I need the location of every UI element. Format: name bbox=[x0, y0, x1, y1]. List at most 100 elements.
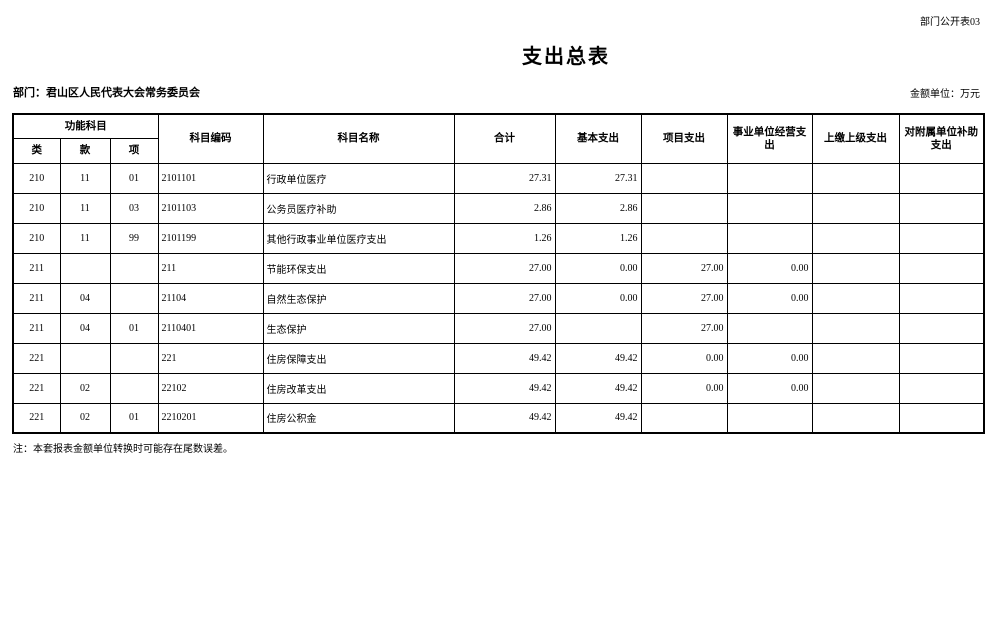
cell-upper-level bbox=[811, 222, 900, 254]
cell-operating: 0.00 bbox=[726, 252, 813, 284]
cell-section: 04 bbox=[59, 282, 111, 314]
cell-basic: 49.42 bbox=[554, 402, 642, 434]
cell-subject-name: 住房改革支出 bbox=[262, 372, 455, 404]
department-label: 部门：君山区人民代表大会常务委员会 bbox=[13, 87, 200, 99]
table-row: 221 02 01 2210201 住房公积金 49.42 49.42 bbox=[12, 402, 985, 434]
cell-subsidy bbox=[898, 342, 985, 374]
cell-project bbox=[640, 222, 728, 254]
cell-basic: 0.00 bbox=[554, 252, 642, 284]
cell-item: 01 bbox=[109, 162, 159, 194]
table-row: 211 04 01 2110401 生态保护 27.00 27.00 bbox=[12, 312, 985, 344]
cell-total: 27.00 bbox=[453, 252, 556, 284]
cell-operating bbox=[726, 192, 813, 224]
table-body: 210 11 01 2101101 行政单位医疗 27.31 27.31 210 11 03 210… bbox=[12, 162, 985, 434]
header-upper-level-expenditure: 上缴上级支出 bbox=[811, 113, 900, 164]
cell-subsidy bbox=[898, 372, 985, 404]
cell-operating bbox=[726, 402, 813, 434]
cell-section: 11 bbox=[59, 222, 111, 254]
cell-item: 01 bbox=[109, 312, 159, 344]
cell-subsidy bbox=[898, 162, 985, 194]
cell-subject-name: 节能环保支出 bbox=[262, 252, 455, 284]
cell-subject-name: 住房公积金 bbox=[262, 402, 455, 434]
cell-subject-code: 2101103 bbox=[157, 192, 264, 224]
cell-section: 11 bbox=[59, 192, 111, 224]
cell-basic: 49.42 bbox=[554, 342, 642, 374]
cell-subject-code: 2110401 bbox=[157, 312, 264, 344]
header-class: 类 bbox=[12, 137, 61, 164]
cell-upper-level bbox=[811, 282, 900, 314]
cell-project: 27.00 bbox=[640, 282, 728, 314]
cell-subsidy bbox=[898, 192, 985, 224]
cell-item: 01 bbox=[109, 402, 159, 434]
header-functional-subject-group: 功能科目 bbox=[12, 113, 159, 139]
cell-basic: 2.86 bbox=[554, 192, 642, 224]
cell-class: 211 bbox=[12, 252, 61, 284]
cell-total: 27.00 bbox=[453, 312, 556, 344]
cell-subsidy bbox=[898, 252, 985, 284]
cell-project: 0.00 bbox=[640, 372, 728, 404]
cell-subject-code: 21104 bbox=[157, 282, 264, 314]
cell-upper-level bbox=[811, 312, 900, 344]
table-row: 211 04 21104 自然生态保护 27.00 0.00 27.00 0.00 bbox=[12, 282, 985, 314]
unit-label: 金额单位：万元 bbox=[910, 89, 980, 100]
cell-operating: 0.00 bbox=[726, 282, 813, 314]
cell-total: 1.26 bbox=[453, 222, 556, 254]
cell-subject-name: 住房保障支出 bbox=[262, 342, 455, 374]
cell-upper-level bbox=[811, 372, 900, 404]
cell-subsidy bbox=[898, 402, 985, 434]
cell-class: 211 bbox=[12, 282, 61, 314]
cell-upper-level bbox=[811, 192, 900, 224]
cell-basic: 49.42 bbox=[554, 372, 642, 404]
table-row: 210 11 99 2101199 其他行政事业单位医疗支出 1.26 1.26 bbox=[12, 222, 985, 254]
cell-section: 11 bbox=[59, 162, 111, 194]
header-subject-name: 科目名称 bbox=[262, 113, 455, 164]
cell-class: 221 bbox=[12, 402, 61, 434]
cell-class: 210 bbox=[12, 222, 61, 254]
header-section: 款 bbox=[59, 137, 111, 164]
cell-basic bbox=[554, 312, 642, 344]
cell-class: 210 bbox=[12, 162, 61, 194]
header-operating-expenditure: 事业单位经营支出 bbox=[726, 113, 813, 164]
cell-project bbox=[640, 192, 728, 224]
cell-class: 211 bbox=[12, 312, 61, 344]
cell-total: 2.86 bbox=[453, 192, 556, 224]
cell-operating bbox=[726, 162, 813, 194]
cell-project: 27.00 bbox=[640, 312, 728, 344]
page-title: 支出总表 bbox=[522, 46, 610, 68]
cell-section: 02 bbox=[59, 372, 111, 404]
cell-subsidy bbox=[898, 282, 985, 314]
cell-item bbox=[109, 252, 159, 284]
cell-item bbox=[109, 342, 159, 374]
cell-total: 49.42 bbox=[453, 402, 556, 434]
cell-basic: 27.31 bbox=[554, 162, 642, 194]
cell-subject-name: 公务员医疗补助 bbox=[262, 192, 455, 224]
doc-ref-label: 部门公开表03 bbox=[920, 17, 980, 28]
cell-operating: 0.00 bbox=[726, 372, 813, 404]
cell-upper-level bbox=[811, 402, 900, 434]
header-total: 合计 bbox=[453, 113, 556, 164]
cell-subject-code: 2101199 bbox=[157, 222, 264, 254]
cell-subsidy bbox=[898, 222, 985, 254]
table-row: 211 211 节能环保支出 27.00 0.00 27.00 0.00 bbox=[12, 252, 985, 284]
cell-class: 221 bbox=[12, 342, 61, 374]
cell-subject-code: 2101101 bbox=[157, 162, 264, 194]
cell-upper-level bbox=[811, 342, 900, 374]
cell-total: 49.42 bbox=[453, 342, 556, 374]
cell-project: 27.00 bbox=[640, 252, 728, 284]
table-row: 221 02 22102 住房改革支出 49.42 49.42 0.00 0.00 bbox=[12, 372, 985, 404]
header-subject-code: 科目编码 bbox=[157, 113, 264, 164]
cell-subject-name: 生态保护 bbox=[262, 312, 455, 344]
cell-project bbox=[640, 402, 728, 434]
cell-subsidy bbox=[898, 312, 985, 344]
cell-total: 49.42 bbox=[453, 372, 556, 404]
cell-item bbox=[109, 372, 159, 404]
footnote: 注：本套报表金额单位转换时可能存在尾数误差。 bbox=[13, 444, 233, 455]
cell-operating bbox=[726, 312, 813, 344]
header-project-expenditure: 项目支出 bbox=[640, 113, 728, 164]
cell-class: 221 bbox=[12, 372, 61, 404]
cell-subject-code: 2210201 bbox=[157, 402, 264, 434]
cell-basic: 0.00 bbox=[554, 282, 642, 314]
cell-section bbox=[59, 342, 111, 374]
table-row: 210 11 03 2101103 公务员医疗补助 2.86 2.86 bbox=[12, 192, 985, 224]
